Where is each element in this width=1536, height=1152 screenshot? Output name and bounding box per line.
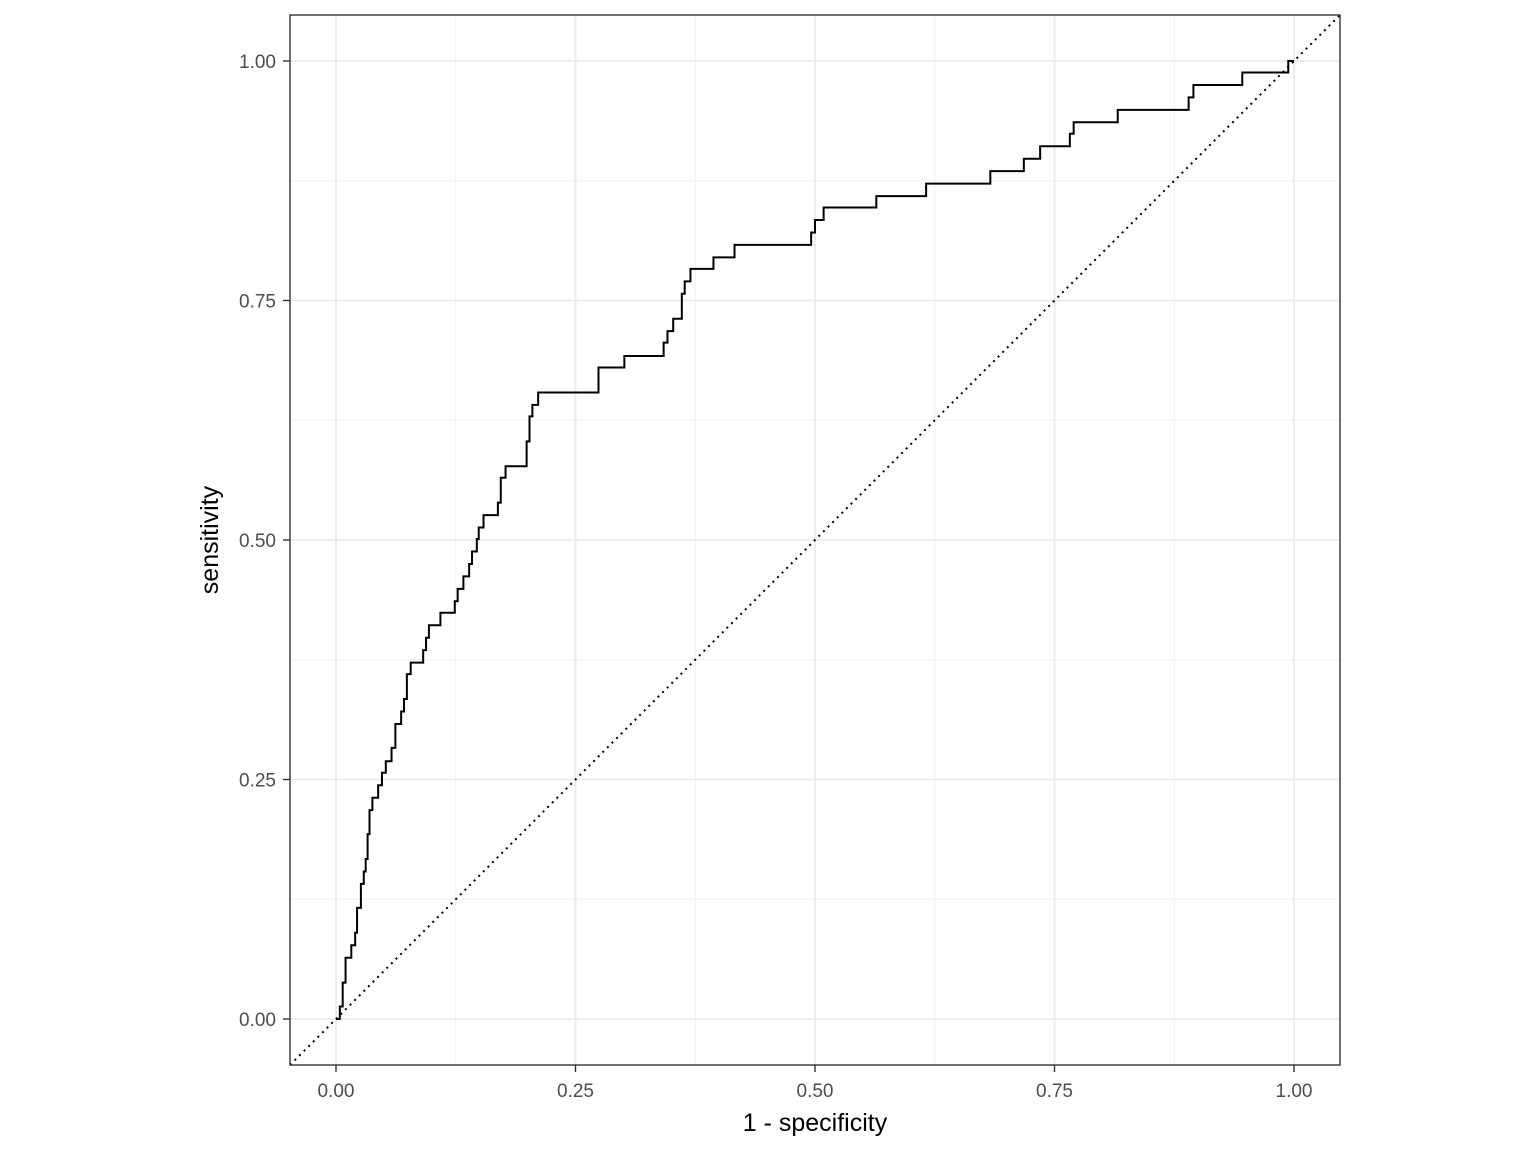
y-tick-label: 0.75 [239, 291, 276, 312]
y-tick-label: 1.00 [239, 52, 276, 73]
y-tick-label: 0.50 [239, 531, 276, 552]
x-tick-label: 0.50 [797, 1081, 834, 1102]
x-axis-ticks: 0.00 0.25 0.50 0.75 1.00 [317, 1065, 1313, 1102]
x-tick-label: 1.00 [1276, 1081, 1313, 1102]
y-tick-label: 0.25 [239, 771, 276, 792]
y-tick-label: 0.00 [239, 1010, 276, 1031]
x-tick-label: 0.75 [1036, 1081, 1073, 1102]
y-axis-title: sensitivity [196, 485, 224, 594]
x-axis-title: 1 - specificity [743, 1109, 888, 1137]
roc-curve-line [335, 59, 1295, 1021]
x-tick-label: 0.25 [557, 1081, 594, 1102]
x-tick-label: 0.00 [317, 1081, 354, 1102]
reference-diagonal [289, 14, 1341, 1066]
y-axis-ticks: 0.00 0.25 0.50 0.75 1.00 [239, 52, 290, 1031]
